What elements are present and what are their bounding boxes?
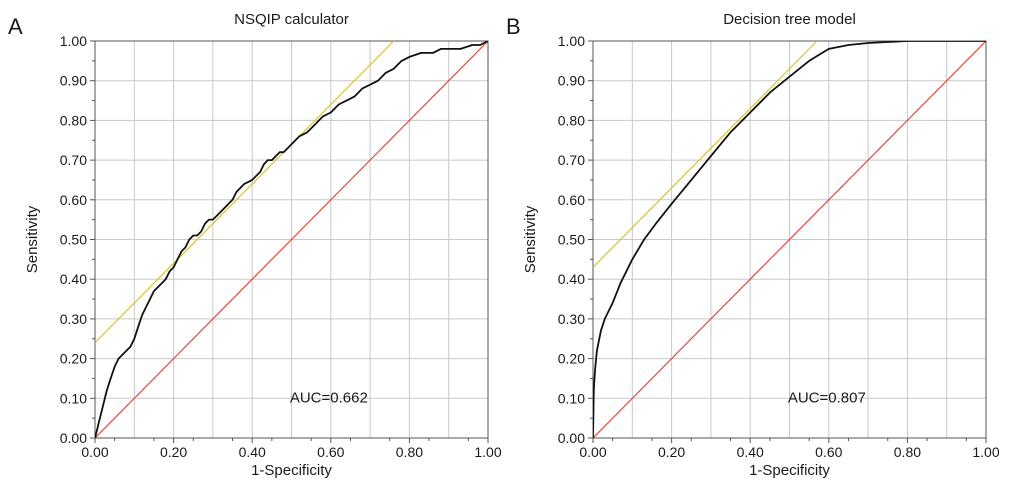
panel-a: 0.00 0.20 0.40 0.60 0.80 1.00 0.00 0.10 0.20 0.30… (8, 11, 502, 479)
y-tick-label: 0.50 (558, 232, 585, 248)
y-tick-label: 0.70 (60, 152, 87, 168)
y-tick-label: 0.30 (558, 311, 585, 327)
y-axis-label: Sensitivity (522, 205, 539, 273)
x-tick-label: 0.00 (81, 444, 108, 460)
x-axis-label: 1-Specificity (251, 462, 332, 479)
reference-line (95, 41, 488, 438)
x-tick-label: 0.80 (894, 444, 921, 460)
roc-line (95, 41, 488, 438)
y-tick-label: 0.80 (558, 112, 585, 128)
x-tick-label: 0.80 (396, 444, 423, 460)
panel-b: 0.00 0.20 0.40 0.60 0.80 1.00 0.00 0.10 0.20 0.30… (506, 11, 1000, 479)
roc-line (593, 41, 986, 438)
x-axis-label: 1-Specificity (749, 462, 830, 479)
x-tick-label: 0.60 (815, 444, 842, 460)
y-tick-label: 0.10 (558, 390, 585, 406)
y-tick-label: 0.40 (558, 271, 585, 287)
y-tick-label: 0.90 (558, 73, 585, 89)
chart-title: Decision tree model (723, 11, 856, 28)
y-tick-label: 0.50 (60, 232, 87, 248)
y-tick-label: 0.60 (60, 192, 87, 208)
y-tick-label: 0.20 (60, 351, 87, 367)
tangent-line (95, 41, 395, 344)
y-axis-label: Sensitivity (24, 205, 41, 273)
y-tick-label: 0.80 (60, 112, 87, 128)
y-tick-label: 1.00 (60, 33, 87, 49)
y-tick-label: 0.30 (60, 311, 87, 327)
panel-letter: B (506, 14, 521, 39)
x-tick-label: 1.00 (474, 444, 501, 460)
chart-title: NSQIP calculator (234, 11, 349, 28)
y-tick-label: 0.00 (558, 430, 585, 446)
auc-annotation: AUC=0.807 (788, 389, 866, 406)
y-tick-label: 0.00 (60, 430, 87, 446)
x-tick-label: 1.00 (972, 444, 999, 460)
x-tick-label: 0.40 (239, 444, 266, 460)
x-tick-label: 0.60 (317, 444, 344, 460)
y-tick-label: 0.90 (60, 73, 87, 89)
y-tick-label: 1.00 (558, 33, 585, 49)
y-tick-label: 0.60 (558, 192, 585, 208)
y-tick-label: 0.70 (558, 152, 585, 168)
y-tick-label: 0.10 (60, 390, 87, 406)
y-tick-label: 0.20 (558, 351, 585, 367)
reference-line (593, 41, 986, 438)
panel-letter: A (8, 14, 23, 39)
tangent-line (593, 41, 818, 268)
x-tick-label: 0.20 (658, 444, 685, 460)
auc-annotation: AUC=0.662 (290, 389, 368, 406)
y-tick-label: 0.40 (60, 271, 87, 287)
x-tick-label: 0.00 (579, 444, 606, 460)
x-tick-label: 0.20 (160, 444, 187, 460)
x-tick-label: 0.40 (737, 444, 764, 460)
